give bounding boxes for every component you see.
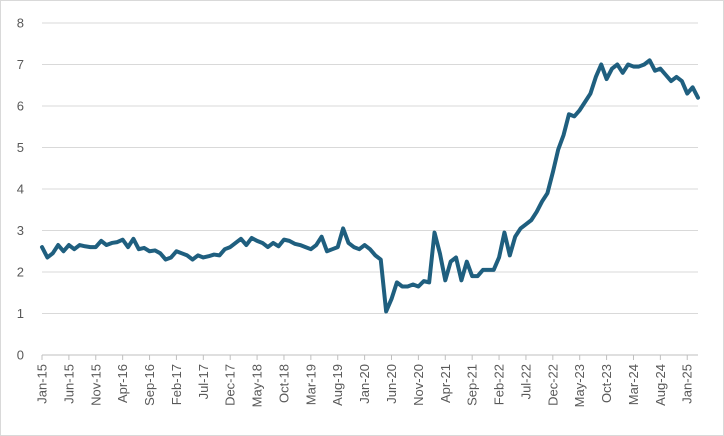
y-tick-label: 4 [17, 182, 24, 197]
x-tick-label: Dec-17 [223, 364, 238, 406]
x-tick-label: Oct-18 [276, 364, 291, 403]
y-tick-label: 7 [17, 57, 24, 72]
x-tick-label: Jul-17 [196, 364, 211, 399]
x-tick-label: Dec-22 [545, 364, 560, 406]
x-tick-label: Jan-20 [357, 364, 372, 404]
y-tick-label: 3 [17, 223, 24, 238]
y-tick-label: 5 [17, 140, 24, 155]
x-axis-tick-marks [41, 355, 688, 360]
x-tick-label: Aug-24 [653, 364, 668, 406]
x-tick-label: Sep-21 [465, 364, 480, 406]
x-tick-label: Nov-20 [411, 364, 426, 406]
x-axis-tick-labels: Jan-15 Jun-15 Nov-15 Apr-16 Sep-16 Feb-17 Jul-… [35, 364, 695, 407]
y-tick-label: 1 [17, 306, 24, 321]
x-tick-label: Mar-19 [303, 364, 318, 405]
y-axis-tick-labels: 0 1 2 3 4 5 6 7 8 [17, 16, 24, 363]
x-tick-label: Mar-24 [626, 364, 641, 405]
y-tick-label: 8 [17, 16, 24, 31]
x-tick-label: Aug-19 [330, 364, 345, 406]
x-tick-label: May-23 [572, 364, 587, 407]
series-line [40, 58, 700, 314]
gridlines [42, 22, 698, 314]
x-tick-label: Jun-15 [61, 364, 76, 404]
x-tick-label: Jan-15 [35, 364, 50, 404]
y-tick-label: 2 [17, 265, 24, 280]
y-tick-label: 6 [17, 99, 24, 114]
x-tick-label: Feb-17 [169, 364, 184, 405]
x-tick-label: Sep-16 [142, 364, 157, 406]
x-tick-label: Apr-21 [438, 364, 453, 403]
x-tick-label: Jan-25 [680, 364, 695, 404]
x-tick-label: Nov-15 [88, 364, 103, 406]
x-tick-label: Feb-22 [492, 364, 507, 405]
x-tick-label: Jun-20 [384, 364, 399, 404]
x-tick-label: Oct-23 [599, 364, 614, 403]
x-tick-label: May-18 [250, 364, 265, 407]
x-tick-label: Jul-22 [518, 364, 533, 399]
x-tick-label: Apr-16 [115, 364, 130, 403]
y-tick-label: 0 [17, 348, 24, 363]
